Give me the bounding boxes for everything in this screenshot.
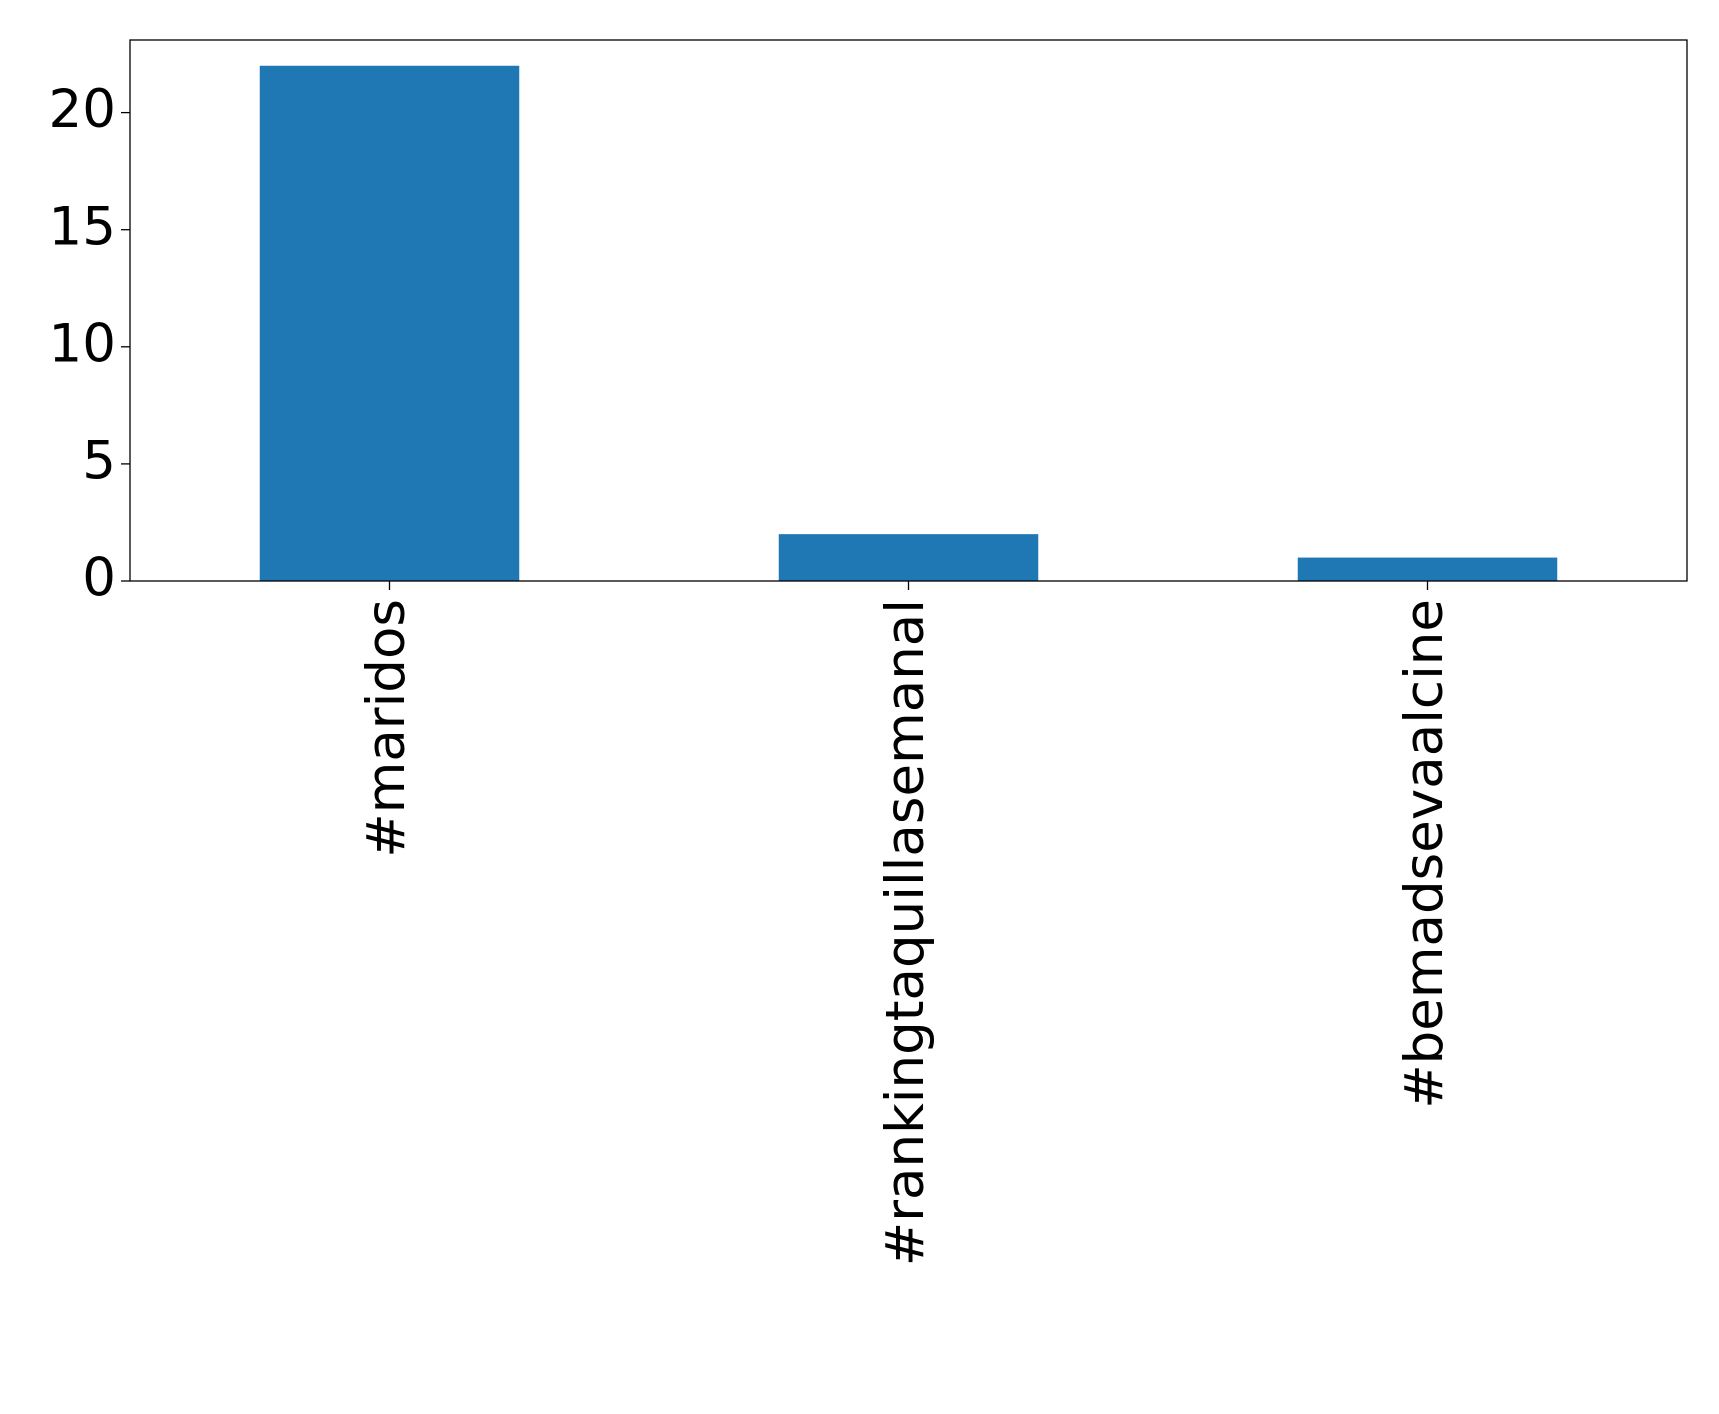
bar	[259, 65, 520, 581]
y-tick-label: 10	[49, 313, 116, 374]
plot-frame	[129, 39, 1688, 582]
y-tick-label: 20	[49, 79, 116, 140]
x-tick-label: #bemadsevaalcine	[1394, 599, 1455, 1109]
y-tick-label: 5	[82, 431, 116, 492]
bar	[1297, 557, 1558, 581]
y-tick-label: 0	[82, 548, 116, 609]
x-tick-label: #rankingtaquillasemanal	[875, 599, 936, 1266]
x-tick-label: #maridos	[356, 599, 417, 858]
y-tick-label: 15	[49, 196, 116, 257]
bar	[778, 534, 1039, 581]
